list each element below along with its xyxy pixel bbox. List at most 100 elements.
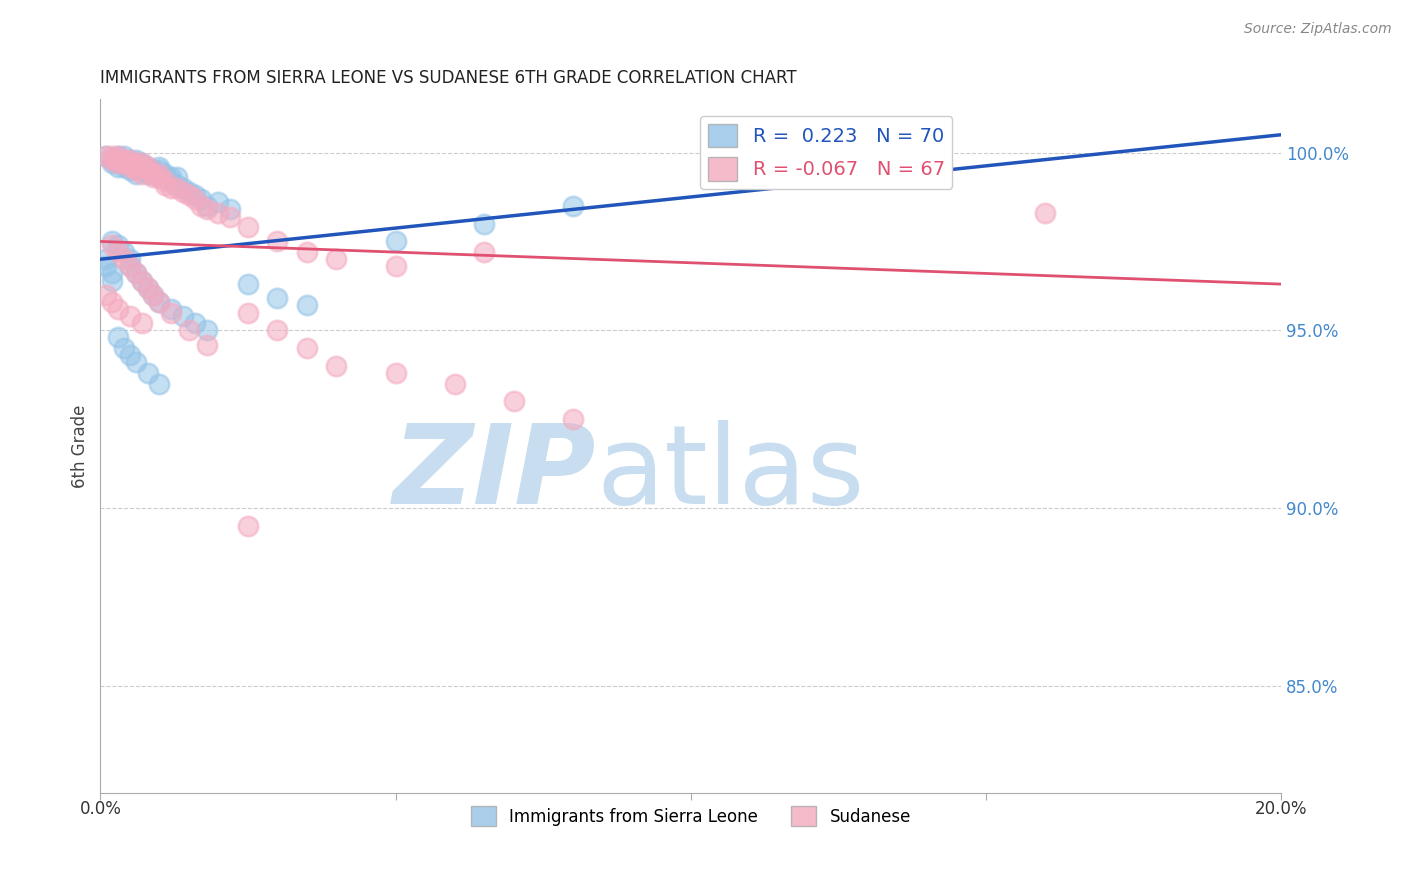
Point <box>112 245 135 260</box>
Point <box>107 156 129 170</box>
Text: 0.0%: 0.0% <box>79 800 121 818</box>
Point <box>325 252 347 267</box>
Point <box>160 170 183 185</box>
Point <box>195 202 218 217</box>
Point <box>101 235 124 249</box>
Point <box>219 202 242 217</box>
Text: atlas: atlas <box>596 420 865 527</box>
Point <box>107 160 129 174</box>
Point <box>142 287 165 301</box>
Text: Source: ZipAtlas.com: Source: ZipAtlas.com <box>1244 22 1392 37</box>
Point <box>142 167 165 181</box>
Point <box>96 252 118 267</box>
Point <box>118 156 141 170</box>
Point <box>136 163 159 178</box>
Point <box>472 217 495 231</box>
Point <box>131 316 153 330</box>
Point <box>148 160 170 174</box>
Point <box>101 153 124 167</box>
Point <box>472 245 495 260</box>
Point <box>142 163 165 178</box>
Point <box>155 178 177 192</box>
Point <box>236 277 259 292</box>
Point <box>107 153 129 167</box>
Point <box>107 330 129 344</box>
Point <box>131 274 153 288</box>
Point <box>136 366 159 380</box>
Point <box>184 316 207 330</box>
Point <box>112 156 135 170</box>
Point <box>142 287 165 301</box>
Point <box>177 323 200 337</box>
Point <box>125 156 148 170</box>
Point <box>118 153 141 167</box>
Point <box>236 220 259 235</box>
Point <box>166 181 188 195</box>
Point <box>125 160 148 174</box>
Point <box>107 245 129 260</box>
Point <box>295 341 318 355</box>
Point <box>160 181 183 195</box>
Point <box>112 160 135 174</box>
Point <box>125 355 148 369</box>
Point <box>443 376 465 391</box>
Point <box>177 188 200 202</box>
Point <box>219 210 242 224</box>
Point <box>112 252 135 267</box>
Point <box>107 238 129 252</box>
Point <box>184 192 207 206</box>
Point <box>112 149 135 163</box>
Point <box>107 149 129 163</box>
Point <box>96 287 118 301</box>
Point <box>96 149 118 163</box>
Point <box>148 167 170 181</box>
Point <box>125 156 148 170</box>
Point <box>131 160 153 174</box>
Point <box>131 167 153 181</box>
Point <box>155 167 177 181</box>
Point <box>125 167 148 181</box>
Point <box>107 153 129 167</box>
Point <box>148 294 170 309</box>
Point <box>266 323 288 337</box>
Point <box>148 294 170 309</box>
Point <box>118 160 141 174</box>
Point <box>325 359 347 373</box>
Point <box>107 301 129 316</box>
Point <box>166 170 188 185</box>
Point <box>131 163 153 178</box>
Point <box>101 149 124 163</box>
Point <box>184 188 207 202</box>
Point <box>561 199 583 213</box>
Point <box>172 181 194 195</box>
Point <box>160 305 183 319</box>
Point <box>101 156 124 170</box>
Point <box>177 185 200 199</box>
Point <box>131 156 153 170</box>
Point <box>101 294 124 309</box>
Point <box>136 160 159 174</box>
Point <box>190 192 212 206</box>
Point <box>295 298 318 312</box>
Point <box>118 348 141 362</box>
Point <box>125 267 148 281</box>
Point <box>148 376 170 391</box>
Point <box>148 163 170 178</box>
Point <box>131 156 153 170</box>
Point <box>118 163 141 178</box>
Point <box>101 238 124 252</box>
Point <box>107 149 129 163</box>
Point <box>118 260 141 274</box>
Text: IMMIGRANTS FROM SIERRA LEONE VS SUDANESE 6TH GRADE CORRELATION CHART: IMMIGRANTS FROM SIERRA LEONE VS SUDANESE… <box>100 69 797 87</box>
Point <box>207 195 229 210</box>
Point <box>125 160 148 174</box>
Point <box>172 185 194 199</box>
Point <box>236 519 259 533</box>
Point <box>295 245 318 260</box>
Point <box>118 156 141 170</box>
Point <box>96 149 118 163</box>
Point <box>160 301 183 316</box>
Point <box>136 280 159 294</box>
Point <box>561 412 583 426</box>
Point <box>148 170 170 185</box>
